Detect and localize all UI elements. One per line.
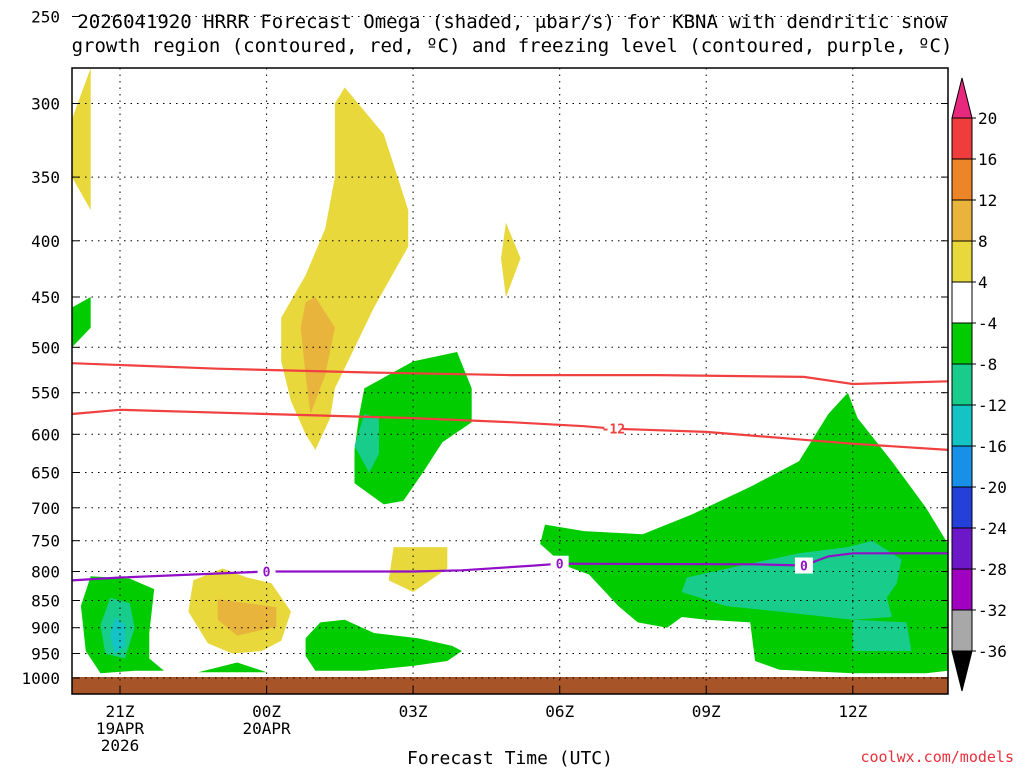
colorbar-bottom-arrow: [951, 650, 973, 692]
colorbar-box-0: [951, 117, 973, 160]
colorbar-box-1: [951, 158, 973, 201]
xtick-label-6-0: 03Z: [399, 702, 428, 721]
omega-shaded-regions: [72, 68, 948, 674]
omega-colorbar: 20 16 12 8 4 -4 -8 -12 -16 -20 -24 -28 -32 -36: [951, 77, 1007, 692]
ytick-label-850: 850: [31, 592, 60, 611]
colorbar-label-1: 16: [978, 150, 997, 169]
xtick-label-15-0: 12Z: [838, 702, 867, 721]
ytick-label-900: 900: [31, 619, 60, 638]
plot-frame: [71, 67, 949, 695]
omega-region-2: [501, 222, 521, 297]
ytick-label-950: 950: [31, 645, 60, 664]
colorbar-box-4: [951, 281, 973, 324]
ytick-label-700: 700: [31, 499, 60, 518]
colorbar-box-8: [951, 445, 973, 488]
omega-region-15: [681, 540, 902, 620]
omega-region-6: [388, 547, 448, 592]
xtick-label-0-2: 2026: [101, 736, 140, 755]
ytick-label-800: 800: [31, 563, 60, 582]
ytick-label-600: 600: [31, 425, 60, 444]
ground-surface: [72, 677, 948, 694]
colorbar-box-11: [951, 568, 973, 611]
omega-region-5: [217, 599, 277, 636]
colorbar-top-arrow: [951, 77, 973, 119]
xtick-label-3-1: 20APR: [243, 719, 292, 738]
colorbar-box-9: [951, 486, 973, 529]
chart-grid: [72, 16, 948, 694]
contour-label-freezing-level-0: 0: [263, 566, 271, 581]
xtick-label-12-0: 09Z: [692, 702, 721, 721]
omega-region-9: [110, 617, 125, 654]
omega-region-13: [354, 414, 379, 473]
pressure-axis: 250 300 350 400 450 500 550 600 650 700 750 800 850 9…: [21, 8, 948, 688]
omega-region-16: [852, 619, 912, 651]
contour-freezing-level: [71, 552, 948, 582]
ytick-label-400: 400: [31, 232, 60, 251]
temperature-contours: -12 0 0 0: [71, 362, 949, 582]
x-axis-label: Forecast Time (UTC): [407, 748, 613, 768]
ytick-label-500: 500: [31, 338, 60, 357]
contour-dgz-lower: [71, 408, 949, 451]
colorbar-label-2: 12: [978, 191, 997, 210]
omega-region-1: [300, 297, 335, 414]
omega-region-17: [72, 297, 91, 348]
colorbar-label-4: 4: [978, 273, 988, 292]
colorbar-label-7: -12: [978, 396, 1007, 415]
ytick-label-650: 650: [31, 464, 60, 483]
ytick-label-750: 750: [31, 532, 60, 551]
colorbar-label-0: 20: [978, 109, 997, 128]
ytick-label-450: 450: [31, 288, 60, 307]
colorbar-label-3: 8: [978, 232, 988, 251]
contour-label-freezing-level-1: 0: [556, 558, 564, 573]
omega-region-3: [72, 68, 91, 210]
xtick-label-0-1: 19APR: [96, 719, 145, 738]
colorbar-box-5: [951, 322, 973, 365]
omega-region-12: [354, 352, 472, 505]
ytick-label-300: 300: [31, 95, 60, 114]
xtick-label-0-0: 21Z: [106, 702, 135, 721]
colorbar-label-6: -8: [978, 355, 997, 374]
colorbar-label-8: -16: [978, 437, 1007, 456]
contour-label-bg-freezing-level-2: [794, 557, 813, 574]
colorbar-label-9: -20: [978, 478, 1007, 497]
ytick-label-350: 350: [31, 168, 60, 187]
colorbar-box-6: [951, 363, 973, 406]
colorbar-label-11: -28: [978, 560, 1007, 579]
xtick-label-9-0: 06Z: [545, 702, 574, 721]
contour-label-bg-freezing-level-0: [257, 563, 276, 580]
contour-label-freezing-level-2: 0: [800, 560, 808, 575]
ytick-label-1000: 1000: [21, 669, 60, 688]
contour-label-bg-freezing-level-1: [550, 555, 569, 572]
omega-region-10: [198, 662, 267, 673]
omega-region-11: [305, 619, 462, 671]
chart-title-line-1: 2026041920 HRRR Forecast Omega (shaded, …: [77, 11, 947, 33]
colorbar-box-7: [951, 404, 973, 447]
colorbar-box-3: [951, 240, 973, 283]
ytick-label-250: 250: [31, 8, 60, 27]
colorbar-label-10: -24: [978, 519, 1007, 538]
colorbar-box-10: [951, 527, 973, 570]
contour-dgz-upper: [71, 362, 949, 386]
colorbar-label-12: -32: [978, 601, 1007, 620]
colorbar-box-2: [951, 199, 973, 242]
xtick-label-3-0: 00Z: [252, 702, 281, 721]
credit-text: coolwx.com/models: [860, 748, 1014, 766]
colorbar-label-13: -36: [978, 642, 1007, 661]
ytick-label-550: 550: [31, 384, 60, 403]
contour-label-bg-dgz-lower-0: [604, 420, 623, 437]
colorbar-box-12: [951, 609, 973, 652]
chart-title-line-2: growth region (contoured, red, ºC) and f…: [72, 35, 953, 57]
colorbar-label-5: -4: [978, 314, 997, 333]
contour-label-dgz-lower-0: -12: [602, 423, 625, 438]
